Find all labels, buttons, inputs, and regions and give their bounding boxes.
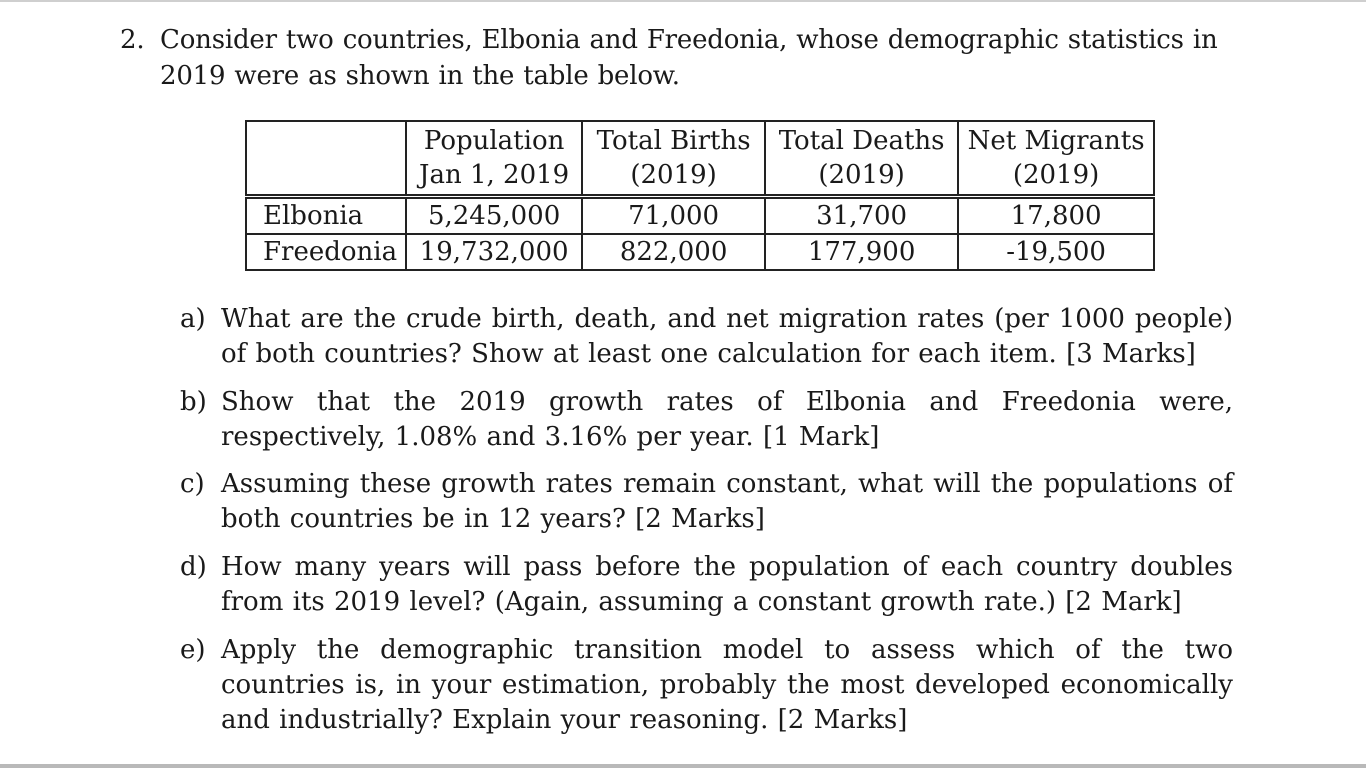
header-births: Total Births (2019) xyxy=(581,120,767,198)
header-line: (2019) xyxy=(630,160,717,190)
subquestion-label: a) xyxy=(180,304,206,334)
question-number: 2. xyxy=(120,25,145,55)
subquestion-text: Assuming these growth rates remain const… xyxy=(221,469,1233,534)
header-line: Population xyxy=(423,126,565,156)
subquestion-text: Apply the demographic transition model t… xyxy=(221,635,1233,735)
cell-births: 71,000 xyxy=(581,194,767,235)
header-deaths: Total Deaths (2019) xyxy=(764,120,960,198)
cell-population: 19,732,000 xyxy=(405,233,584,271)
header-line: Total Births xyxy=(596,126,751,156)
header-line: (2019) xyxy=(1012,160,1100,190)
cell-deaths: 31,700 xyxy=(764,194,960,235)
cell-deaths: 177,900 xyxy=(764,233,960,271)
header-line: Jan 1, 2019 xyxy=(419,160,570,190)
cell-births: 822,000 xyxy=(581,233,767,271)
demographics-table: Population Jan 1, 2019 Total Births (201… xyxy=(244,120,1156,271)
subquestion-text: What are the crude birth, death, and net… xyxy=(221,304,1233,369)
cell-migrants: 17,800 xyxy=(957,194,1156,235)
subquestion-label: c) xyxy=(180,469,205,499)
table-row: Freedonia 19,732,000 822,000 177,900 -19… xyxy=(244,233,1156,271)
cell-migrants: -19,500 xyxy=(957,233,1156,271)
subquestion-label: b) xyxy=(180,387,207,417)
cell-population: 5,245,000 xyxy=(405,194,584,235)
question-intro: Consider two countries, Elbonia and Free… xyxy=(160,25,1218,91)
row-country: Freedonia xyxy=(244,233,408,271)
table-corner-cell xyxy=(244,120,408,198)
header-line: Total Deaths xyxy=(778,126,945,156)
header-population: Population Jan 1, 2019 xyxy=(405,120,584,198)
bottom-divider xyxy=(0,764,1366,768)
table-row: Elbonia 5,245,000 71,000 31,700 17,800 xyxy=(244,194,1156,235)
subquestion-label: e) xyxy=(180,635,206,665)
subquestion-label: d) xyxy=(180,552,207,582)
subquestion-text: How many years will pass before the popu… xyxy=(221,552,1233,617)
row-country: Elbonia xyxy=(244,194,408,235)
top-divider xyxy=(0,0,1366,2)
table-header-row: Population Jan 1, 2019 Total Births (201… xyxy=(244,120,1156,198)
header-migrants: Net Migrants (2019) xyxy=(957,120,1156,198)
subquestion-text: Show that the 2019 growth rates of Elbon… xyxy=(221,387,1233,452)
header-line: (2019) xyxy=(818,160,905,190)
header-line: Net Migrants xyxy=(967,126,1145,156)
